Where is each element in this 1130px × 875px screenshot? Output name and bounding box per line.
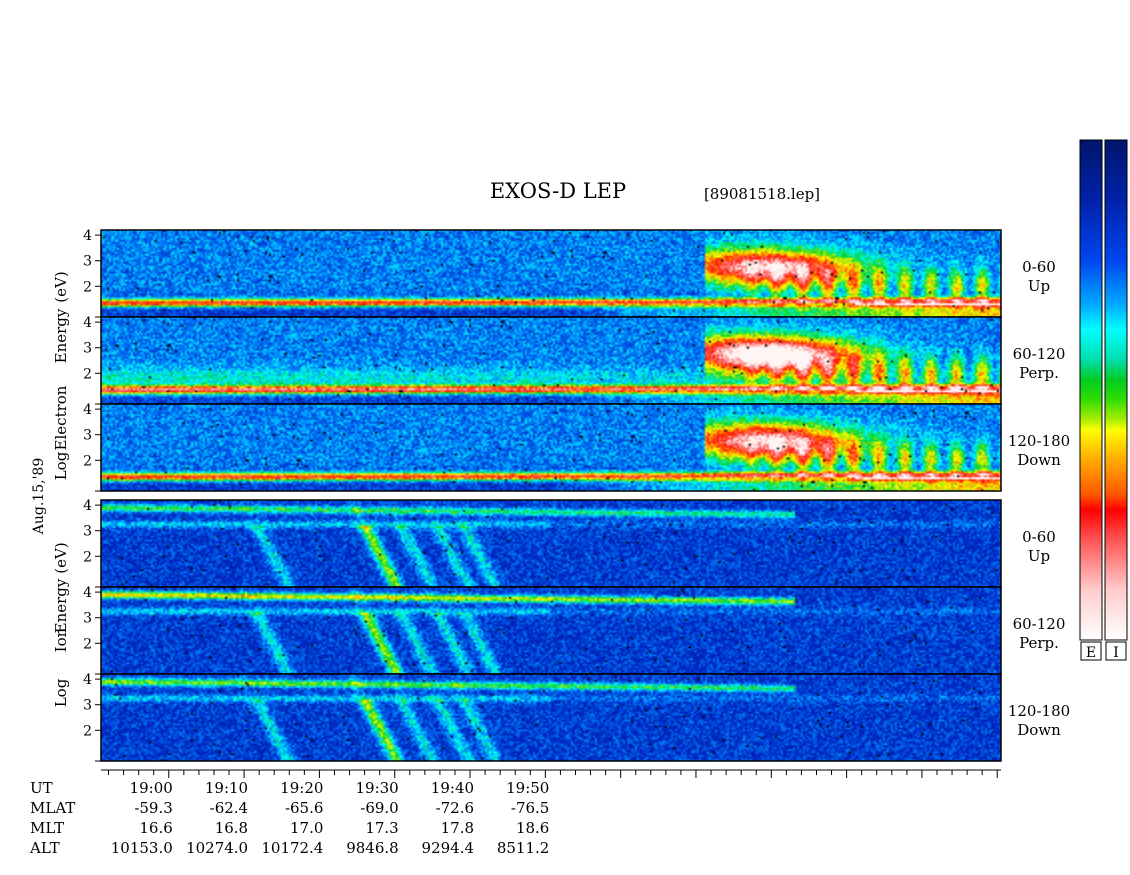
panel-direction: Up bbox=[1028, 277, 1050, 295]
ephemeris-value: 19:50 bbox=[506, 779, 549, 797]
ephemeris-value: 19:30 bbox=[355, 779, 398, 797]
spectrogram-panel bbox=[101, 587, 1001, 674]
ephemeris-value: 17.8 bbox=[441, 819, 474, 837]
panel-angle-range: 60-120 bbox=[1013, 615, 1066, 633]
panel-direction: Down bbox=[1017, 721, 1061, 739]
colorbar-ion bbox=[1104, 139, 1128, 641]
y-tick-label: 2 bbox=[83, 366, 92, 382]
panel-angle-range: 0-60 bbox=[1022, 258, 1056, 276]
spectrogram-panel bbox=[101, 404, 1001, 491]
panel-direction: Up bbox=[1028, 547, 1050, 565]
ephemeris-value: -72.6 bbox=[436, 799, 474, 817]
ephemeris-value: 16.6 bbox=[139, 819, 172, 837]
spectrogram-panel bbox=[101, 674, 1001, 761]
colorbar-label-electron: E bbox=[1086, 645, 1096, 661]
ephemeris-value: 9846.8 bbox=[346, 839, 399, 857]
date-label: Aug.15,'89 bbox=[31, 458, 47, 535]
y-axis-label-part: Log bbox=[52, 678, 70, 707]
panel-angle-range: 120-180 bbox=[1008, 702, 1070, 720]
panel-angle-range: 0-60 bbox=[1022, 528, 1056, 546]
x-axis bbox=[101, 769, 1001, 778]
y-axis-label-part: (eV) bbox=[52, 271, 70, 302]
y-tick-label: 2 bbox=[83, 723, 92, 739]
y-tick-label: 2 bbox=[83, 279, 92, 295]
ephemeris-value: 19:00 bbox=[130, 779, 173, 797]
ephemeris-value: 10153.0 bbox=[111, 839, 173, 857]
ephemeris-value: 19:40 bbox=[431, 779, 474, 797]
ephemeris-value: -76.5 bbox=[511, 799, 549, 817]
y-tick-label: 3 bbox=[83, 428, 92, 444]
y-tick-label: 4 bbox=[83, 402, 92, 418]
y-tick-label: 4 bbox=[83, 585, 92, 601]
spectrogram-panel bbox=[101, 230, 1001, 317]
ephemeris-value: 10274.0 bbox=[186, 839, 248, 857]
y-axis-label-part: (eV) bbox=[52, 542, 70, 573]
ephemeris-table: UT MLAT MLT ALT 19:00 -59.3 16.6 10153.0 19:10 -6… bbox=[29, 779, 549, 857]
panel-direction: Perp. bbox=[1019, 364, 1059, 382]
chart-title: EXOS-D LEP bbox=[490, 179, 626, 203]
ephemeris-value: 10172.4 bbox=[261, 839, 323, 857]
y-tick-label: 4 bbox=[83, 315, 92, 331]
y-axis-label-part: Electron bbox=[52, 385, 70, 450]
panel-direction: Perp. bbox=[1019, 634, 1059, 652]
ephemeris-value: 18.6 bbox=[516, 819, 549, 837]
y-axis-label-part: Energy bbox=[52, 578, 70, 633]
colorbar-label-ion: I bbox=[1113, 645, 1119, 661]
ephemeris-row-label: MLT bbox=[30, 819, 64, 837]
y-axis-label-part: Ion bbox=[52, 627, 70, 652]
spectrogram-panel bbox=[101, 500, 1001, 587]
y-tick-label: 3 bbox=[83, 611, 92, 627]
ephemeris-row-label: UT bbox=[30, 779, 53, 797]
y-tick-label: 2 bbox=[83, 549, 92, 565]
panel-angle-range: 60-120 bbox=[1013, 345, 1066, 363]
ephemeris-value: 9294.4 bbox=[422, 839, 475, 857]
y-tick-label: 4 bbox=[83, 228, 92, 244]
ephemeris-value: 17.0 bbox=[290, 819, 323, 837]
spectrogram-panel bbox=[101, 317, 1001, 404]
colorbar-electron bbox=[1079, 139, 1103, 641]
ephemeris-value: -59.3 bbox=[134, 799, 172, 817]
file-label: [89081518.lep] bbox=[704, 185, 820, 203]
ephemeris-value: -62.4 bbox=[210, 799, 248, 817]
ephemeris-value: 19:10 bbox=[205, 779, 248, 797]
ephemeris-value: -65.6 bbox=[285, 799, 323, 817]
y-tick-label: 3 bbox=[83, 254, 92, 270]
panel-angle-range: 120-180 bbox=[1008, 432, 1070, 450]
ephemeris-value: 19:20 bbox=[280, 779, 323, 797]
ephemeris-value: 17.3 bbox=[365, 819, 398, 837]
panel-direction: Down bbox=[1017, 451, 1061, 469]
y-axis-label-part: Energy bbox=[52, 308, 70, 363]
y-tick-label: 3 bbox=[83, 524, 92, 540]
ephemeris-value: 8511.2 bbox=[497, 839, 550, 857]
ephemeris-value: -69.0 bbox=[360, 799, 398, 817]
y-tick-label: 3 bbox=[83, 698, 92, 714]
ephemeris-row-label: ALT bbox=[29, 839, 60, 857]
y-tick-label: 4 bbox=[83, 498, 92, 514]
ephemeris-row-label: MLAT bbox=[30, 799, 75, 817]
y-tick-label: 3 bbox=[83, 341, 92, 357]
y-tick-label: 2 bbox=[83, 636, 92, 652]
spectrogram-panels: 2 3 4 2 3 4 2 3 4 2 3 4 2 3 4 2 3 4 bbox=[83, 228, 1002, 762]
panel-angle-labels: 0-60Up60-120Perp.120-180Down0-60Up60-120… bbox=[1008, 258, 1070, 739]
y-tick-label: 2 bbox=[83, 453, 92, 469]
y-tick-label: 4 bbox=[83, 672, 92, 688]
colorbar: E I bbox=[1079, 139, 1128, 661]
y-axis-label-part: Log bbox=[52, 451, 70, 480]
ephemeris-value: 16.8 bbox=[215, 819, 248, 837]
